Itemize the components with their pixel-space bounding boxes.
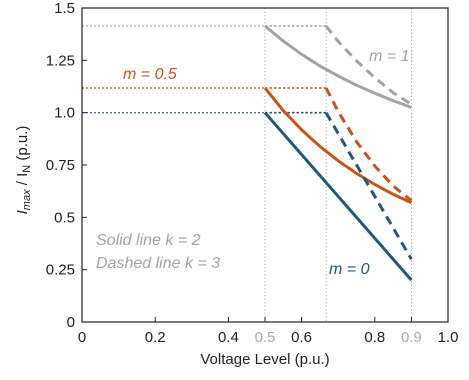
x-tick-label-6: 0.9	[401, 329, 422, 346]
series-line-4	[263, 111, 413, 282]
annotation-solid: Solid line k = 2	[96, 232, 201, 249]
guide-lines	[82, 8, 412, 322]
x-tick-label-1: 0.2	[145, 329, 166, 346]
x-axis-label: Voltage Level (p.u.)	[200, 351, 329, 368]
y-tick-label-0: 0	[67, 314, 75, 331]
y-tick-label-5: 1.25	[46, 52, 75, 69]
x-tick-label-4: 0.6	[291, 329, 312, 346]
y-tick-label-1: 0.25	[46, 262, 75, 279]
series-line-0	[264, 24, 412, 109]
annotation-m05: m = 0.5	[123, 66, 177, 83]
annotation-m1: m = 1	[369, 48, 409, 65]
series-line-3	[324, 87, 413, 202]
y-tick-label-2: 0.5	[54, 209, 75, 226]
y-tick-label-3: 0.75	[46, 157, 75, 174]
x-tick-label-3: 0.5	[255, 329, 276, 346]
y-tick-label-6: 1.5	[54, 0, 75, 17]
series-line-1	[324, 25, 413, 106]
x-tick-label-5: 0.8	[364, 329, 385, 346]
axes: 0 0.2 0.4 0.5 0.6 0.8 0.9 1.0 0 0.25 0.5 0.75 1.0 1.2…	[46, 0, 459, 346]
x-tick-label-2: 0.4	[218, 329, 239, 346]
y-tick-label-4: 1.0	[54, 105, 75, 122]
annotation-m0: m = 0	[329, 261, 370, 278]
x-tick-label-0: 0	[78, 329, 86, 346]
y-axis-label: Imax / IN (p.u.)	[14, 126, 33, 215]
series-line-2	[263, 87, 413, 205]
x-tick-label-7: 1.0	[438, 329, 459, 346]
series-line-5	[324, 111, 413, 260]
annotation-dashed: Dashed line k = 3	[96, 255, 220, 272]
series-lines	[263, 24, 413, 282]
